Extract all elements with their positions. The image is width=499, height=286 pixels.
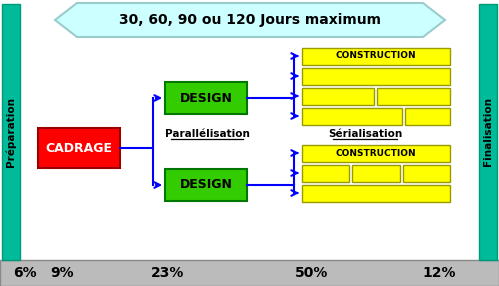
Text: CONSTRUCTION: CONSTRUCTION <box>336 51 416 61</box>
Bar <box>38 128 120 168</box>
Bar <box>378 88 450 104</box>
Bar <box>403 164 450 182</box>
Bar <box>302 108 402 124</box>
Text: 30, 60, 90 ou 120 Jours maximum: 30, 60, 90 ou 120 Jours maximum <box>119 13 381 27</box>
Bar <box>352 164 400 182</box>
Bar <box>302 164 349 182</box>
Bar <box>302 47 450 65</box>
Text: CONSTRUCTION: CONSTRUCTION <box>336 148 416 158</box>
Text: Sérialisation: Sérialisation <box>328 129 402 139</box>
Text: Préparation: Préparation <box>6 97 16 167</box>
Bar <box>302 144 450 162</box>
Text: Finalisation: Finalisation <box>483 98 493 166</box>
Bar <box>302 184 450 202</box>
Text: DESIGN: DESIGN <box>180 92 233 104</box>
Text: Parallélisation: Parallélisation <box>165 129 250 139</box>
Bar <box>302 67 450 84</box>
Text: 6%: 6% <box>13 266 37 280</box>
Text: 9%: 9% <box>50 266 74 280</box>
Text: DESIGN: DESIGN <box>180 178 233 192</box>
Bar <box>2 4 20 260</box>
Text: CADRAGE: CADRAGE <box>45 142 112 154</box>
Text: 50%: 50% <box>295 266 328 280</box>
Bar <box>479 4 497 260</box>
Bar <box>0 260 499 286</box>
Bar <box>165 82 247 114</box>
Bar <box>405 108 450 124</box>
Bar <box>302 88 375 104</box>
Polygon shape <box>55 3 445 37</box>
Text: 23%: 23% <box>151 266 184 280</box>
Bar <box>165 169 247 201</box>
Text: 12%: 12% <box>422 266 456 280</box>
